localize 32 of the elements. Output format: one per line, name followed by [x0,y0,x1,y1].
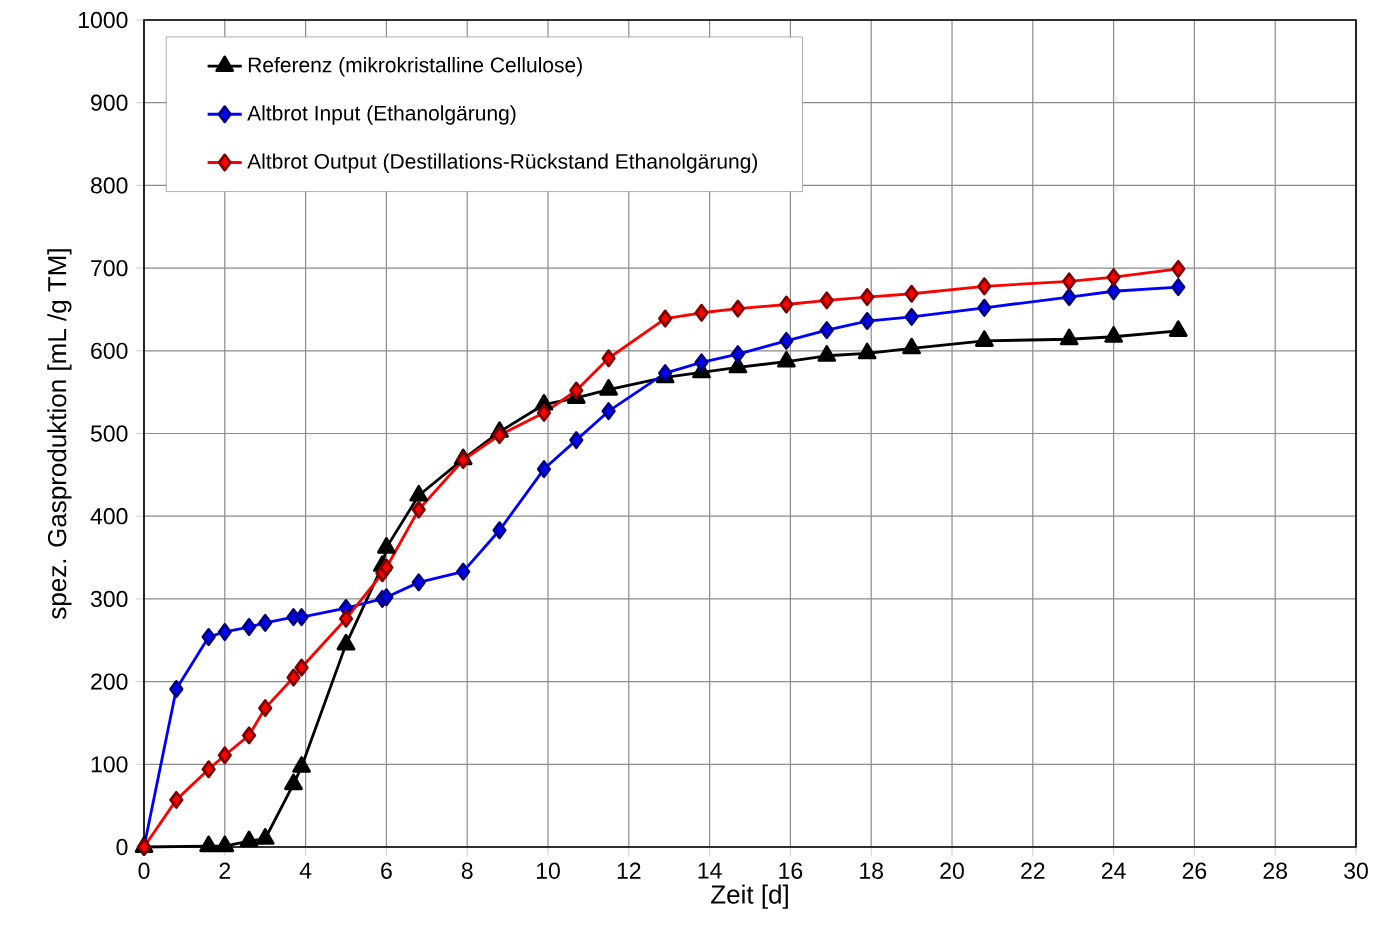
x-tick-label: 22 [1021,862,1045,879]
y-tick-label: 500 [90,425,128,442]
x-tick-label: 14 [698,862,722,879]
x-tick-label: 16 [779,862,803,879]
legend-label: Altbrot Output (Destillations-Rückstand Ethanolgärung) [247,153,758,173]
y-tick-label: 400 [90,508,128,525]
x-tick-label: 6 [381,862,392,879]
y-tick-label: 600 [91,342,128,359]
y-tick-label: 100 [91,756,128,773]
x-tick-label: 4 [299,862,312,879]
x-tick-label: 28 [1263,862,1288,879]
legend-label: Altbrot Input (Ethanolgärung) [247,105,516,125]
legend-label: Referenz (mikrokristalline Cellulose) [248,56,582,77]
y-tick-label: 300 [90,590,128,608]
y-axis-title: spez. Gasproduktion [mL /g TM] [47,249,72,619]
y-tick-label: 900 [91,94,128,111]
x-tick-label: 26 [1182,862,1207,879]
y-tick-label: 200 [91,673,128,690]
y-tick-label: 1000 [78,11,128,29]
x-tick-label: 30 [1344,862,1368,879]
x-tick-label: 20 [940,862,964,879]
x-tick-label: 0 [138,862,150,879]
x-tick-label: 12 [617,862,641,879]
y-tick-label: 700 [91,259,128,277]
x-tick-label: 10 [536,862,560,879]
x-tick-label: 24 [1101,862,1126,879]
x-tick-label: 2 [219,862,231,879]
y-tick-label: 0 [116,838,128,856]
y-tick-label: 800 [91,177,128,194]
x-tick-label: 18 [860,862,883,879]
x-tick-label: 8 [461,862,473,879]
x-axis-title: Zeit [d] [711,884,788,909]
